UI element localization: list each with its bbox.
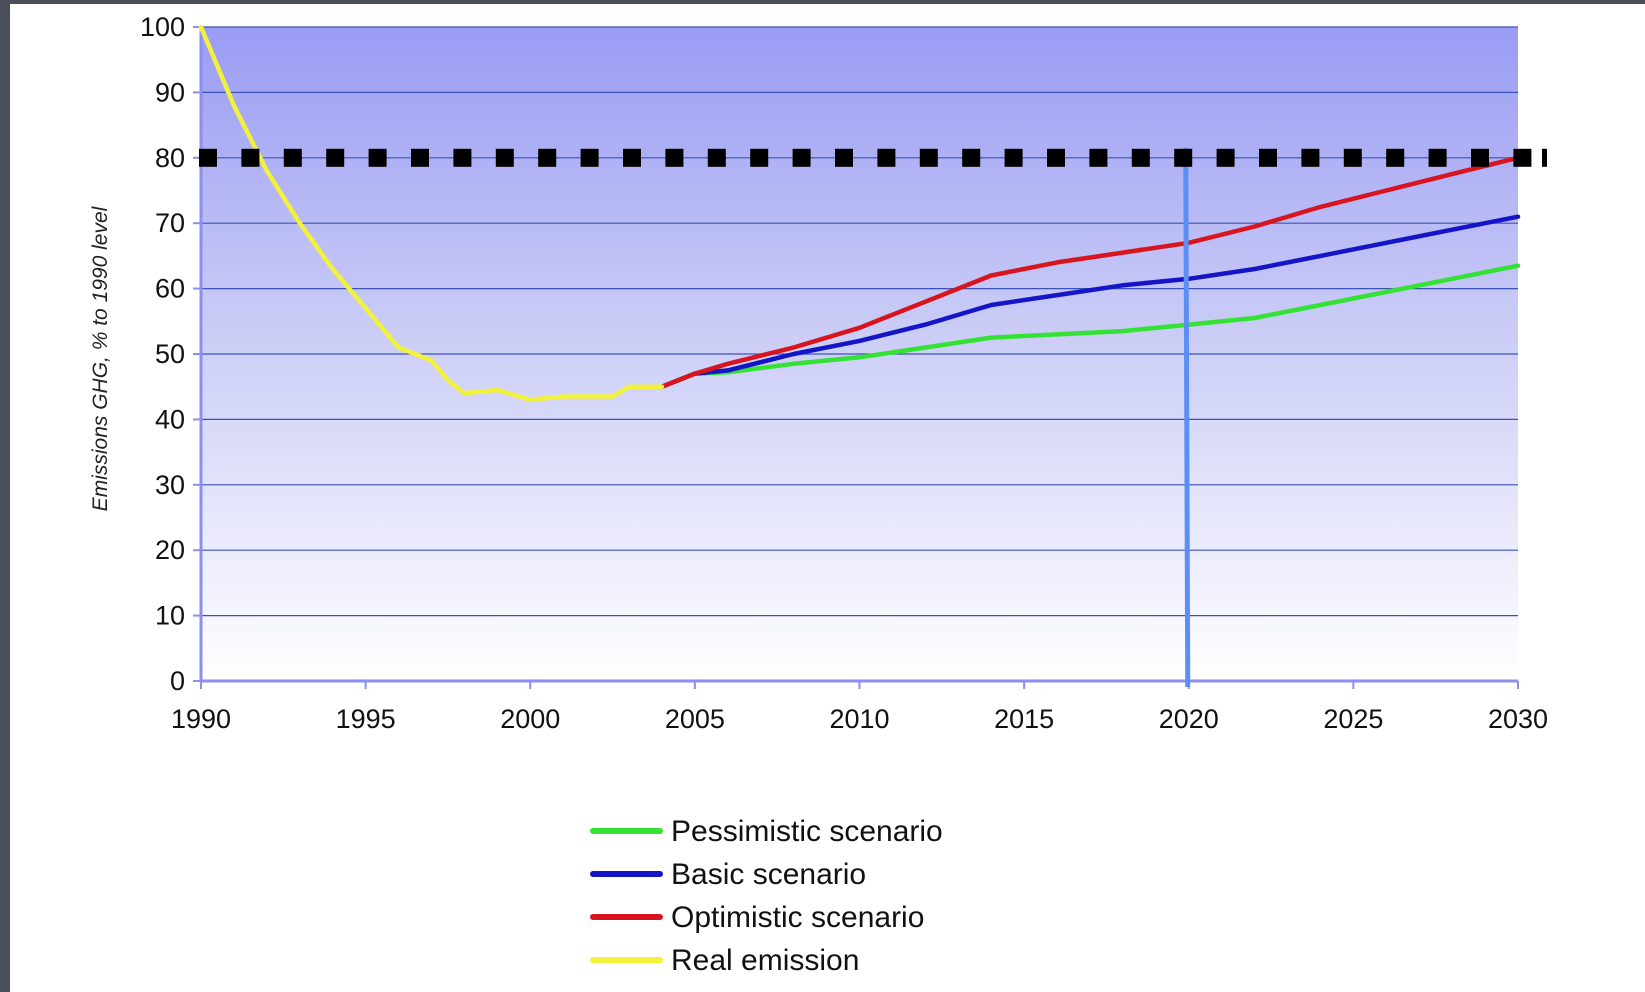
x-tick-label: 2000 <box>500 704 560 734</box>
reference-line-dash <box>792 148 811 167</box>
x-tick-label: 1995 <box>336 704 396 734</box>
x-tick-label: 2030 <box>1488 704 1548 734</box>
reference-line-dash <box>1131 148 1150 167</box>
reference-line-dash <box>368 148 387 167</box>
reference-line-dash <box>750 148 769 167</box>
reference-line-dash <box>1428 148 1447 167</box>
y-tick-label: 60 <box>155 274 185 304</box>
reference-line-dash <box>962 148 981 167</box>
reference-line-dash <box>1174 148 1193 167</box>
y-tick-label: 10 <box>155 601 185 631</box>
y-tick-label: 0 <box>170 666 185 696</box>
y-tick-label: 30 <box>155 470 185 500</box>
y-tick-label: 20 <box>155 535 185 565</box>
reference-line-dash <box>411 148 429 167</box>
x-tick-label: 2025 <box>1323 704 1383 734</box>
reference-line-dash <box>1542 148 1547 167</box>
reference-line-dash <box>538 148 557 167</box>
reference-line-dash <box>1216 148 1235 167</box>
vertical-marker-2020 <box>1183 147 1191 688</box>
x-tick-label: 2005 <box>665 704 725 734</box>
y-tick-label: 50 <box>155 339 185 369</box>
reference-line-dash <box>1513 148 1532 167</box>
legend-label-real-emission: Real emission <box>671 944 859 977</box>
reference-line-dash <box>283 148 302 167</box>
series-line-optimistic-scenario <box>659 155 1521 389</box>
reference-line-dash <box>1259 148 1277 167</box>
reference-line-dash <box>241 148 260 167</box>
x-tick-label: 2010 <box>829 704 889 734</box>
x-tick-label: 1990 <box>171 704 231 734</box>
reference-line-dash <box>1004 148 1023 167</box>
reference-line-dash <box>1047 148 1065 167</box>
reference-line-dash <box>580 148 599 167</box>
reference-line-dash <box>453 148 472 167</box>
reference-line-dash <box>665 148 684 167</box>
y-tick-label: 90 <box>155 77 185 107</box>
series-line-basic-scenario <box>659 214 1521 389</box>
y-tick-label: 80 <box>155 143 185 173</box>
reference-line-dash <box>326 148 345 167</box>
chart-frame: 0 10 20 30 40 50 60 70 80 90 100 1990 1995 2000 2005 20… <box>10 4 1645 992</box>
legend-label-basic-scenario: Basic scenario <box>671 858 866 891</box>
legend-label-optimistic-scenario: Optimistic scenario <box>671 901 924 934</box>
reference-line-dash <box>1471 148 1489 167</box>
series-line-real-emission <box>198 24 665 403</box>
reference-line-dash <box>1089 148 1108 167</box>
reference-line-dash <box>1343 148 1362 167</box>
series-line-pessimistic-scenario <box>659 263 1521 389</box>
x-tick-label: 2015 <box>994 704 1054 734</box>
reference-line-dash <box>199 148 217 167</box>
reference-line-dash <box>1301 148 1320 167</box>
reference-line-dash <box>1386 148 1405 167</box>
reference-line-dash <box>877 148 896 167</box>
reference-line-dash <box>623 148 641 167</box>
y-axis-title: Emissions GHG, % to 1990 level <box>89 205 112 511</box>
x-tick-label: 2020 <box>1159 704 1219 734</box>
y-tick-label: 100 <box>140 12 185 42</box>
reference-line-dash <box>835 148 853 167</box>
reference-line-dash <box>495 148 514 167</box>
legend-label-pessimistic-scenario: Pessimistic scenario <box>671 815 943 848</box>
y-tick-label: 70 <box>155 208 185 238</box>
reference-line-dash <box>919 148 938 167</box>
y-tick-label: 40 <box>155 404 185 434</box>
reference-line-dash <box>707 148 726 167</box>
